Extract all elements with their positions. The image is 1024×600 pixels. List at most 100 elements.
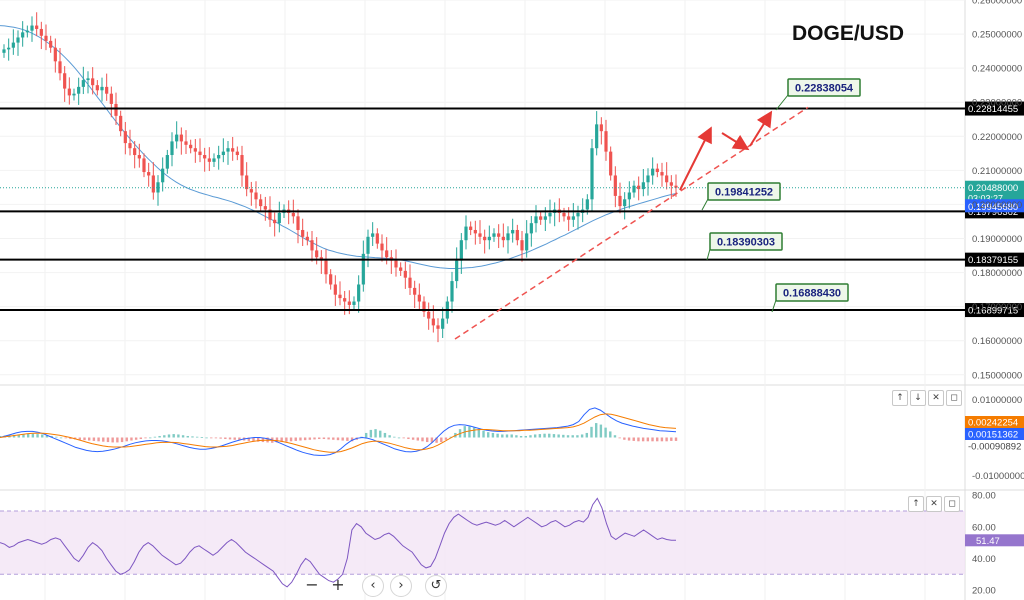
macd-histogram-bar (487, 432, 490, 438)
macd-histogram-bar (416, 437, 420, 441)
macd-histogram-bar (12, 434, 16, 438)
candle-body (151, 175, 155, 193)
macd-maximize-button[interactable]: ◻ (946, 390, 962, 406)
rsi-maximize-button[interactable]: ◻ (944, 496, 960, 512)
macd-histogram-bar (646, 437, 650, 442)
macd-histogram-bar (590, 426, 593, 438)
candle-body (240, 155, 244, 176)
candle-body (119, 115, 123, 132)
level-price-label: 0.16899715 (968, 306, 1018, 317)
macd-close-button[interactable]: ✕ (928, 390, 944, 406)
projection-arrow (721, 132, 750, 151)
y-tick-label: 0.25000000 (972, 30, 1022, 41)
macd-histogram-bar (26, 433, 30, 438)
macd-y-tick: 0.01000000 (972, 395, 1022, 406)
candle-body (123, 131, 127, 144)
candle-body (11, 42, 15, 48)
macd-histogram-bar (228, 437, 232, 440)
macd-histogram-bar (397, 437, 401, 439)
candle-body (35, 25, 39, 29)
level-price-label: 0.22814455 (968, 104, 1018, 115)
candle-body (590, 148, 594, 200)
rsi-close-button[interactable]: ✕ (926, 496, 942, 512)
macd-histogram-bar (594, 423, 598, 438)
candle-body (669, 182, 673, 186)
candle-body (44, 35, 48, 41)
macd-histogram-bar (388, 435, 391, 438)
rsi-line (0, 497, 676, 588)
rsi-y-tick: 20.00 (972, 586, 996, 597)
zoom-out-button[interactable]: − (305, 575, 319, 594)
candle-body (441, 318, 445, 329)
macd-histogram-bar (181, 435, 185, 438)
candles-layer (2, 12, 678, 343)
macd-move-down-button[interactable]: ↓ (910, 390, 926, 406)
candle-body (399, 267, 403, 271)
macd-histogram-bar (313, 437, 316, 440)
macd-histogram-bar (496, 433, 499, 438)
macd-histogram-bar (449, 436, 452, 438)
macd-histogram-bar (158, 435, 161, 438)
macd-histogram-bar (604, 427, 607, 438)
macd-histogram-bar (641, 437, 645, 442)
macd-histogram-bar (430, 437, 434, 443)
candle-body (277, 212, 281, 224)
candle-body (515, 229, 519, 241)
candle-body (254, 192, 258, 200)
callout-box (787, 78, 861, 97)
signal-line (0, 413, 677, 453)
scroll-right-button[interactable]: › (390, 575, 412, 597)
y-tick-label: 0.23000000 (972, 98, 1022, 109)
candle-body (268, 209, 272, 220)
candle-body (618, 195, 622, 207)
rsi-pane: 80.00 60.00 40.00 20.00 51.47 (0, 491, 1024, 597)
candle-body (291, 212, 295, 217)
candle-body (198, 151, 202, 156)
candle-body (77, 86, 81, 94)
callout-label: 0.18390303 (717, 237, 775, 249)
macd-histogram-bar (533, 434, 537, 438)
y-tick-label: 0.21000000 (972, 166, 1022, 177)
zoom-in-button[interactable]: + (331, 575, 345, 594)
macd-histogram-bar (515, 435, 518, 438)
candle-body (21, 32, 25, 38)
macd-histogram-bar (332, 437, 335, 440)
reset-chart-button[interactable]: ↺ (425, 575, 447, 597)
macd-histogram-bar (303, 437, 307, 441)
callout-label: 0.16888430 (783, 288, 841, 300)
scroll-left-button[interactable]: ‹ (362, 575, 384, 597)
macd-histogram-bar (609, 431, 612, 438)
candle-body (562, 212, 566, 217)
macd-histogram-bar (299, 437, 302, 441)
countdown-label: 03:03:27 (968, 194, 1003, 204)
candle-body (128, 143, 132, 149)
candle-body (72, 93, 76, 96)
candle-body (249, 189, 253, 193)
candle-body (301, 229, 305, 237)
macd-move-up-button[interactable]: ↑ (892, 390, 908, 406)
macd-histogram-bar (318, 437, 321, 440)
macd-line (0, 407, 677, 456)
macd-histogram-bar (580, 434, 584, 438)
candle-body (487, 236, 491, 241)
level-price-label: 0.18379155 (968, 255, 1018, 266)
candle-body (469, 226, 473, 230)
candle-body (324, 260, 328, 275)
macd-histogram-bar (252, 437, 255, 442)
price-callouts-layer: 0.22838054 0.19841252 0.18390303 0.16888430 (701, 78, 861, 313)
macd-histogram-bar (656, 437, 659, 442)
macd-histogram-bar (289, 437, 293, 442)
candle-body (263, 206, 267, 210)
candle-body (86, 78, 90, 81)
macd-histogram-bar (31, 433, 35, 438)
macd-histogram-bar (585, 432, 589, 438)
macd-histogram-bar (660, 437, 664, 442)
rsi-move-up-button[interactable]: ↑ (908, 496, 924, 512)
candle-body (665, 175, 669, 183)
rsi-value-tag (965, 534, 1024, 547)
candle-body (361, 253, 365, 285)
y-tick-label: 0.17000000 (972, 302, 1022, 313)
macd-histogram-bar (224, 437, 227, 440)
macd-histogram-bar (130, 437, 133, 441)
candle-body (632, 185, 636, 193)
